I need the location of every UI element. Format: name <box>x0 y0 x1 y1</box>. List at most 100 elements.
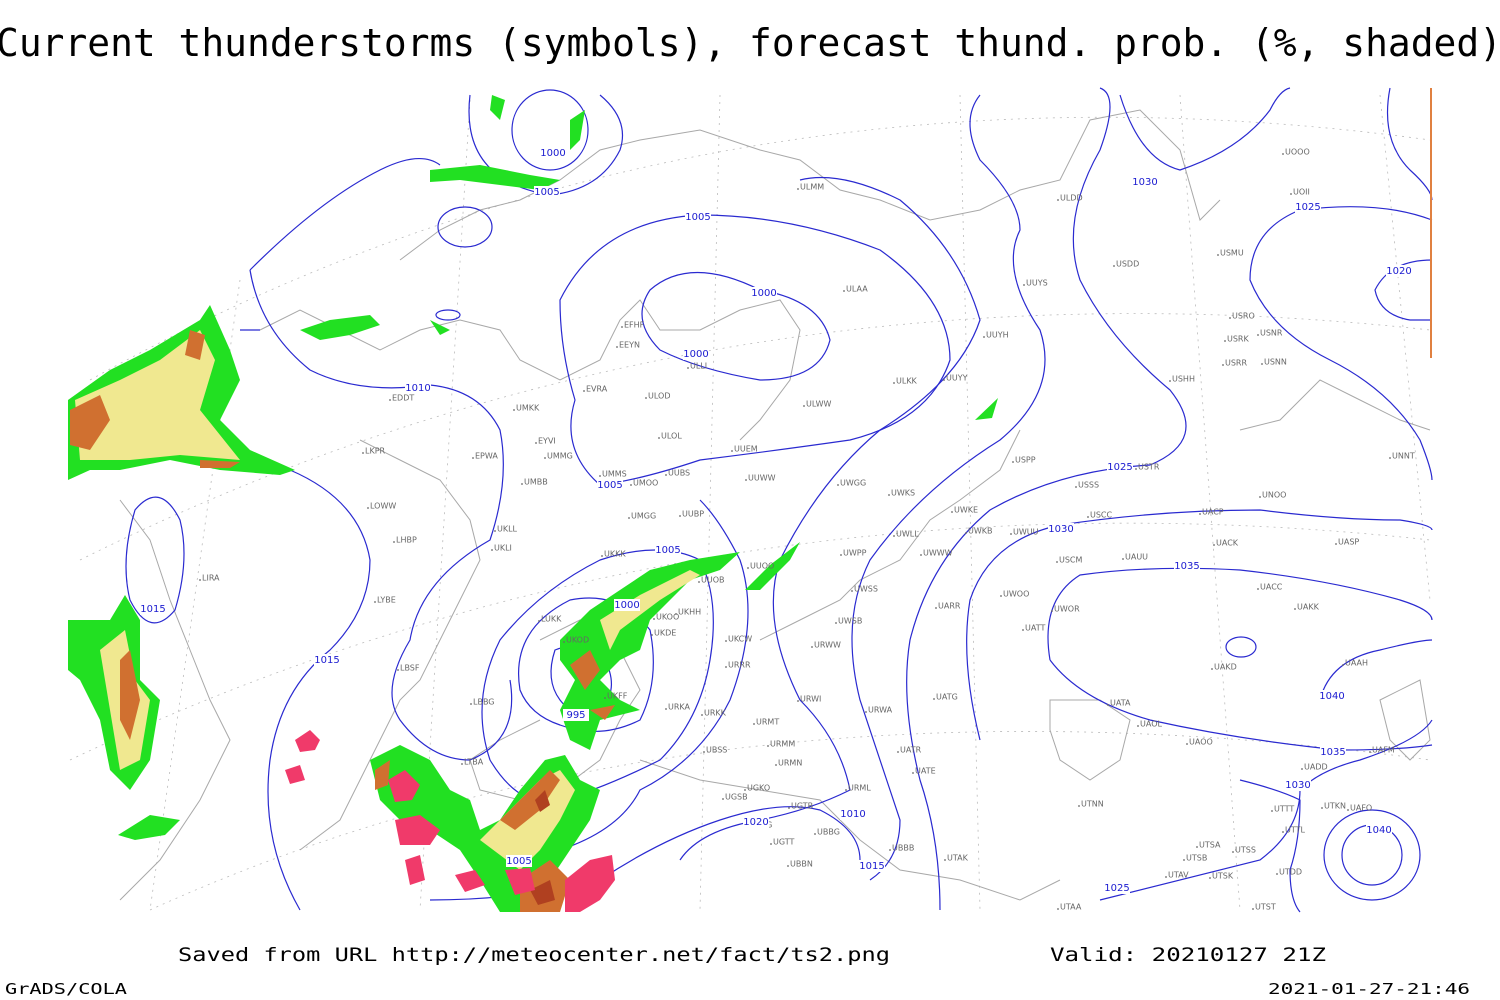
station-label: EPWA <box>475 452 498 461</box>
station-dot <box>1282 153 1284 155</box>
station-dot <box>1294 608 1296 610</box>
station-dot <box>494 530 496 532</box>
station-label: UUOO <box>750 562 774 571</box>
station-dot <box>965 532 967 534</box>
station-labels: ULMM ULDD UUYS USDD USMU UOOO UOII ULAA EFHF EEYN… <box>199 148 1415 912</box>
station-dot <box>1012 461 1014 463</box>
station-dot <box>1000 595 1002 597</box>
station-dot <box>1229 317 1231 319</box>
station-dot <box>701 714 703 716</box>
station-label: LOWW <box>370 502 396 511</box>
station-dot <box>747 567 749 569</box>
station-label: ULAA <box>846 285 868 294</box>
isobar-label-bg <box>840 808 866 820</box>
station-dot <box>538 620 540 622</box>
station-label: EVRA <box>586 385 608 394</box>
station-dot <box>374 601 376 603</box>
isobar-label-bg <box>1174 560 1200 572</box>
station-dot <box>1169 380 1171 382</box>
isobar-label-bg <box>1319 690 1345 702</box>
station-dot <box>1199 513 1201 515</box>
station-label: UBBB <box>892 844 914 853</box>
station-label: UUWW <box>748 474 776 483</box>
valid-time: Valid: 20210127 21Z <box>1050 944 1326 966</box>
station-label: UATR <box>900 746 922 755</box>
station-dot <box>1271 810 1273 812</box>
station-dot <box>601 555 603 557</box>
station-dot <box>389 399 391 401</box>
station-label: UKDE <box>654 629 676 638</box>
station-label: UAOL <box>1140 720 1162 729</box>
station-dot <box>1075 486 1077 488</box>
station-label: UMBB <box>524 478 548 487</box>
station-label: USRR <box>1225 359 1247 368</box>
station-dot <box>1211 668 1213 670</box>
station-dot <box>1347 809 1349 811</box>
station-dot <box>787 865 789 867</box>
isobar-label-bg <box>534 186 560 198</box>
isobar-label: 1005 <box>685 212 710 223</box>
station-dot <box>1165 876 1167 878</box>
isobar-label-bg <box>1320 746 1346 758</box>
station-label: UUYH <box>986 331 1009 340</box>
station-dot <box>1217 254 1219 256</box>
isobar-label: 995 <box>566 710 585 721</box>
isobar-label-bg <box>314 654 340 666</box>
station-label: UMGG <box>631 512 656 521</box>
station-dot <box>1213 544 1215 546</box>
station-dot <box>1257 334 1259 336</box>
station-dot <box>393 541 395 543</box>
isobar-label-bg <box>751 287 777 299</box>
station-dot <box>1078 805 1080 807</box>
station-label: LIRA <box>202 574 220 583</box>
graticule <box>69 94 1431 911</box>
isobar-label-bg <box>506 855 532 867</box>
station-dot <box>1087 516 1089 518</box>
station-label: UKLL <box>497 525 518 534</box>
station-dot <box>725 666 727 668</box>
station-dot <box>744 789 746 791</box>
station-label: UTTL <box>1285 826 1305 835</box>
isobar-label: 1020 <box>1386 266 1411 277</box>
station-dot <box>628 517 630 519</box>
station-label: UTKN <box>1324 802 1346 811</box>
station-label: UUEM <box>734 445 758 454</box>
isobar-label-bg <box>655 544 681 556</box>
station-dot <box>461 763 463 765</box>
station-dot <box>1342 664 1344 666</box>
station-dot <box>1023 284 1025 286</box>
isobar-label: 1020 <box>743 817 768 828</box>
station-label: URWA <box>868 706 893 715</box>
station-label: UATE <box>915 767 936 776</box>
station-dot <box>1369 751 1371 753</box>
station-dot <box>888 494 890 496</box>
title: Current thunderstorms (symbols), forecas… <box>0 21 1500 65</box>
station-dot <box>893 535 895 537</box>
station-label: UMOO <box>633 479 658 488</box>
station-label: UWGG <box>840 479 866 488</box>
isobar-label: 1025 <box>1295 202 1320 213</box>
isobar-label: 1040 <box>1366 825 1391 836</box>
station-dot <box>811 646 813 648</box>
station-label: UMKK <box>516 404 540 413</box>
isobar-label: 1015 <box>314 655 339 666</box>
station-label: UUOB <box>701 576 725 585</box>
map: ULMM ULDD UUYS USDD USMU UOOO UOII ULAA EFHF EEYN… <box>68 87 1433 913</box>
isobar-label: 1005 <box>655 545 680 556</box>
station-dot <box>943 379 945 381</box>
isobar-label-bg <box>614 599 640 611</box>
station-dot <box>698 581 700 583</box>
station-dot <box>951 511 953 513</box>
station-label: UWSB <box>838 617 862 626</box>
station-dot <box>865 711 867 713</box>
isobar-label-bg <box>1285 779 1311 791</box>
station-label: USNN <box>1264 358 1287 367</box>
station-label: UUYY <box>946 374 968 383</box>
station-label: UOII <box>1293 188 1310 197</box>
station-dot <box>1196 846 1198 848</box>
isobar-label-bg <box>597 479 623 491</box>
station-label: LHBP <box>396 536 417 545</box>
station-label: UGTB <box>791 802 813 811</box>
station-dot <box>851 590 853 592</box>
